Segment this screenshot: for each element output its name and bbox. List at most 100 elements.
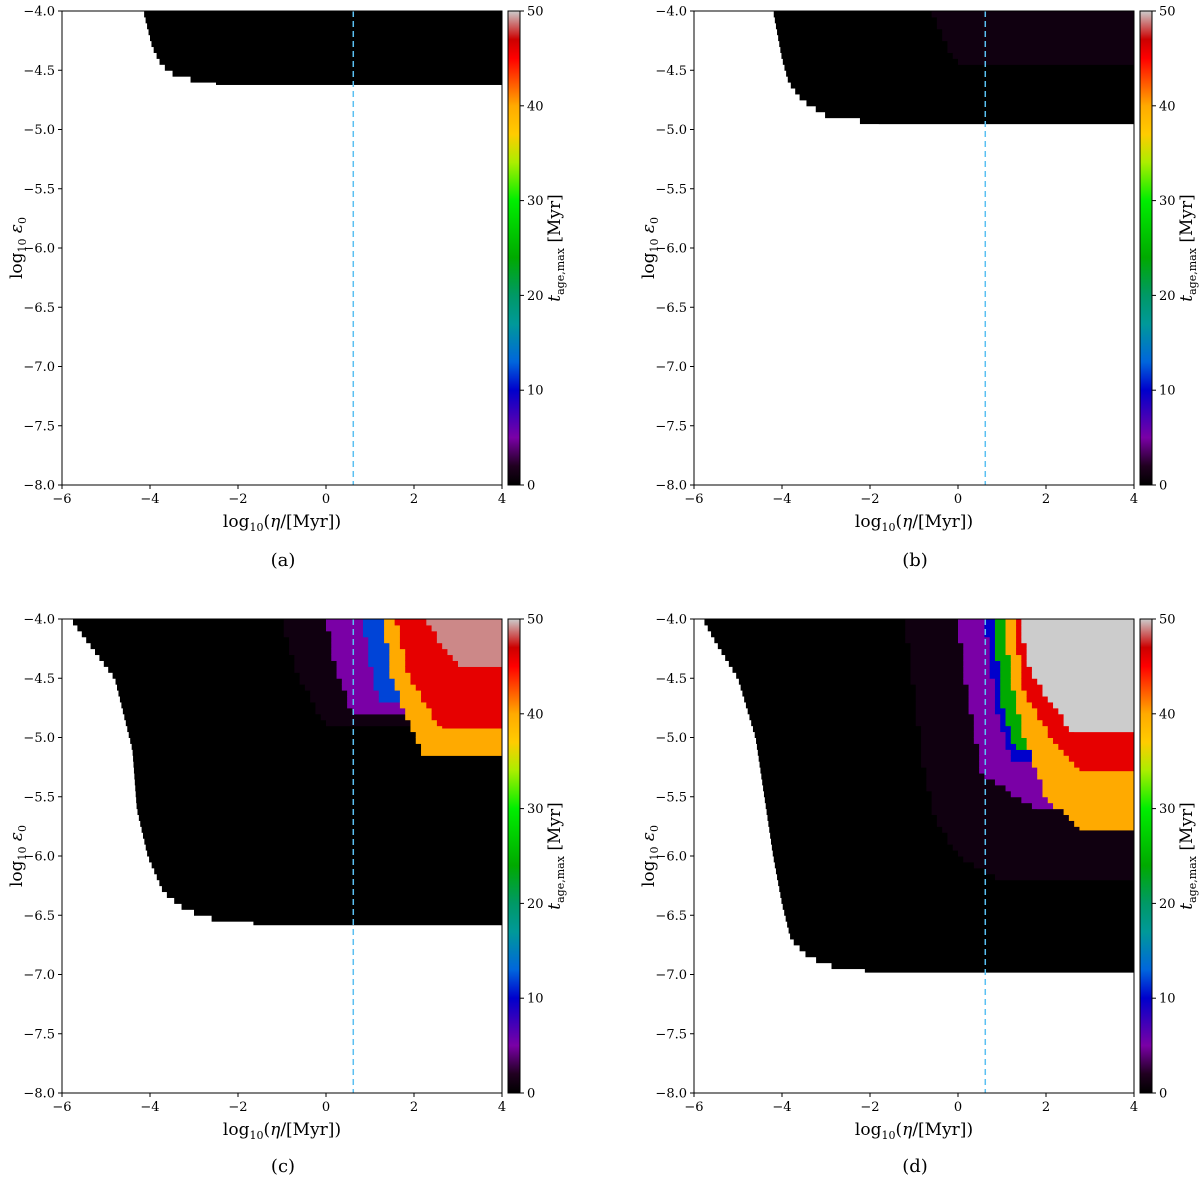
plot-area: [144, 11, 503, 85]
heatmap-cell-band: [942, 34, 1135, 42]
heatmap-cell-region: [133, 755, 503, 762]
y-tick-label: −5.0: [23, 123, 55, 138]
y-tick-label: −5.5: [655, 790, 687, 805]
colorbar-tick-label: 0: [1159, 1087, 1167, 1102]
plot-area: [73, 619, 503, 926]
heatmap-cell-band: [1026, 642, 1135, 650]
heatmap-cell-band: [952, 844, 1135, 851]
x-tick-label: −6: [52, 1100, 71, 1115]
heatmap-cell-region: [181, 903, 503, 910]
heatmap-cell-region: [124, 713, 503, 721]
heatmap-cell-region: [150, 34, 503, 42]
y-tick-label: −6.0: [655, 850, 687, 865]
colorbar-tick-label: 40: [527, 707, 544, 722]
heatmap-cell-band: [1074, 731, 1135, 733]
heatmap-cell-band: [410, 678, 503, 685]
y-tick-label: −6.5: [655, 909, 687, 924]
heatmap-cell-region: [790, 933, 1135, 940]
heatmap-cell-region: [131, 743, 503, 750]
heatmap-cell-region: [778, 879, 1135, 887]
colorbar-tick-label: 20: [527, 897, 544, 912]
x-axis-label: log10(η/[Myr]): [223, 512, 341, 534]
x-tick-label: 0: [322, 492, 330, 507]
caption-d: (d): [902, 1156, 928, 1177]
heatmap-cell-region: [145, 844, 503, 851]
heatmap-cell-band: [426, 701, 503, 709]
heatmap-cell-band: [1053, 701, 1135, 709]
heatmap-cell-band: [1058, 707, 1135, 715]
heatmap-cell-band: [405, 666, 503, 673]
heatmap-chart-d: −6 −4 −2 0 2 4 −8.0 −7.5 −7.0 −6.5 −6.0 −5.5 −5.0 −4.…: [639, 613, 1199, 1143]
x-tick-label: 4: [498, 1100, 506, 1115]
heatmap-cell-band: [1058, 743, 1135, 750]
heatmap-cell-region: [790, 82, 1135, 89]
colorbar-tick-label: 10: [1159, 384, 1176, 399]
heatmap-cell-band: [1042, 784, 1135, 792]
y-tick-label: −8.0: [655, 1087, 687, 1102]
heatmap-cell-region: [156, 52, 503, 59]
caption-a: (a): [270, 550, 296, 571]
x-tick-label: −4: [140, 492, 159, 507]
heatmap-chart-b: −6 −4 −2 0 2 4 −8.0 −7.5 −7.0 −6.5 −6.0 −5.5 −5.0 −4.…: [639, 5, 1199, 535]
heatmap-cell-band: [1063, 749, 1135, 756]
heatmap-cell-band: [942, 826, 1135, 833]
heatmap-cell-region: [154, 867, 503, 875]
heatmap-cell-band: [442, 725, 503, 729]
heatmap-cell-band: [452, 654, 503, 661]
y-tick-label: −5.5: [23, 182, 55, 197]
heatmap-chart-a: −6 −4 −2 0 2 4 −8.0 −7.5 −7.0 −6.5 −6.0 −5.5 −5.0 −4.…: [7, 5, 567, 535]
y-tick-label: −4.0: [655, 5, 687, 20]
y-axis-label: log10 ε0: [7, 825, 29, 887]
heatmap-cell-band: [436, 636, 503, 644]
x-tick-label: −2: [860, 492, 879, 507]
colorbar-label: tage,max [Myr]: [1177, 802, 1199, 909]
heatmap-cell-region: [133, 767, 503, 774]
heatmap-cell-band: [405, 660, 503, 667]
y-tick-label: −4.0: [23, 5, 55, 20]
heatmap-cell-region: [787, 921, 1135, 928]
y-tick-label: −7.5: [655, 419, 687, 434]
heatmap-cell-band: [994, 873, 1135, 881]
heatmap-cell-region: [785, 915, 1135, 922]
plot-area: [704, 619, 1135, 973]
heatmap-cell-region: [777, 873, 1135, 881]
colorbar: [1139, 10, 1153, 486]
y-tick-label: −4.5: [655, 64, 687, 79]
y-tick-label: −7.0: [655, 360, 687, 375]
heatmap-cell-band: [973, 861, 1135, 869]
y-axis-label: log10 ε0: [7, 217, 29, 279]
heatmap-cell-band: [447, 648, 503, 656]
heatmap-cell-band: [947, 40, 1135, 48]
heatmap-cell-region: [122, 707, 503, 715]
heatmap-cell-band: [1000, 879, 1135, 881]
heatmap-cell-band: [984, 867, 1135, 875]
heatmap-cell-band: [1053, 737, 1135, 744]
x-tick-label: 2: [1042, 1100, 1050, 1115]
heatmap-cell-region: [147, 22, 503, 30]
heatmap-cell-region: [779, 885, 1135, 893]
heatmap-cell-region: [148, 28, 503, 36]
colorbar-tick-label: 20: [527, 289, 544, 304]
heatmap-cell-region: [788, 927, 1135, 934]
heatmap-cell-band: [1074, 761, 1135, 768]
x-tick-label: 4: [1130, 1100, 1138, 1115]
x-tick-label: −6: [684, 492, 703, 507]
heatmap-cell-band: [1021, 619, 1135, 626]
heatmap-cell-band: [1021, 630, 1135, 638]
heatmap-cell-region: [190, 76, 503, 83]
colorbar-tick-label: 30: [527, 802, 544, 817]
colorbar: [507, 618, 521, 1094]
x-axis-label: log10(η/[Myr]): [223, 1120, 341, 1142]
heatmap-cell-region: [816, 956, 1135, 964]
heatmap-cell-region: [166, 891, 503, 898]
colorbar-tick-label: 40: [1159, 707, 1176, 722]
heatmap-cell-band: [415, 731, 503, 738]
heatmap-cell-region: [859, 117, 1135, 125]
y-tick-label: −7.0: [23, 360, 55, 375]
heatmap-cell-region: [142, 832, 503, 839]
heatmap-cell-region: [134, 778, 503, 786]
heatmap-cell-band: [947, 832, 1135, 839]
heatmap-cell-band: [421, 696, 503, 703]
x-tick-label: 4: [1130, 492, 1138, 507]
colorbar-tick-label: 10: [527, 384, 544, 399]
